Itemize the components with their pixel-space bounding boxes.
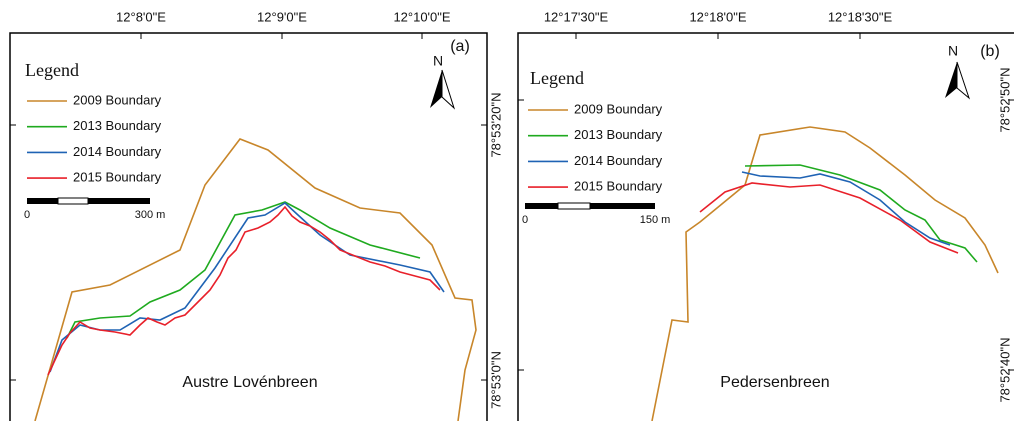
scale-bar <box>27 198 58 204</box>
panel-label: (a) <box>450 38 470 55</box>
scale-label: 0 <box>522 214 528 226</box>
glacier-name: Pedersenbreen <box>720 374 829 391</box>
legend-label: 2015 Boundary <box>73 170 162 185</box>
legend-label: 2015 Boundary <box>574 179 663 194</box>
glacier-name: Austre Lovénbreen <box>182 374 317 391</box>
boundary-line <box>741 171 951 246</box>
map-frame <box>9 32 488 421</box>
scale-bar <box>525 203 558 209</box>
scale-bar <box>57 197 89 205</box>
boundary-line <box>49 202 445 373</box>
north-arrow <box>945 62 957 98</box>
north-arrow <box>956 61 971 100</box>
x-tick-label: 12°10'0"E <box>393 9 450 24</box>
legend-label: 2014 Boundary <box>73 144 162 159</box>
x-tick-label: 12°17'30"E <box>544 9 609 24</box>
panel-label: (b) <box>980 43 1000 60</box>
legend-label: 2009 Boundary <box>574 101 663 116</box>
legend-label: 2013 Boundary <box>574 127 663 142</box>
boundary-line <box>699 182 959 254</box>
boundary-line <box>34 138 477 421</box>
y-tick-label: 78°52'40"N <box>997 337 1012 402</box>
y-tick-label: 78°53'0"N <box>488 351 503 409</box>
legend-title: Legend <box>530 68 584 88</box>
north-label: N <box>948 43 958 59</box>
map-frame <box>517 32 1014 421</box>
north-arrow <box>441 69 456 110</box>
scale-bar <box>88 198 150 204</box>
scale-label: 0 <box>24 209 30 221</box>
y-tick-label: 78°52'50"N <box>997 67 1012 132</box>
boundary-line <box>47 205 441 376</box>
north-arrow <box>430 70 442 108</box>
boundary-line <box>744 164 978 263</box>
scale-label: 150 m <box>640 214 671 226</box>
scale-label: 300 m <box>135 209 166 221</box>
y-tick-label: 78°53'20"N <box>488 92 503 157</box>
legend-label: 2009 Boundary <box>73 92 162 107</box>
legend-title: Legend <box>25 60 79 80</box>
x-tick-label: 12°8'0"E <box>116 9 166 24</box>
x-tick-label: 12°18'30"E <box>828 9 893 24</box>
x-tick-label: 12°18'0"E <box>689 9 746 24</box>
legend-label: 2014 Boundary <box>574 153 663 168</box>
boundary-line <box>66 201 421 339</box>
scale-bar <box>557 202 591 210</box>
x-tick-label: 12°9'0"E <box>257 9 307 24</box>
boundary-line <box>651 126 999 421</box>
legend-label: 2013 Boundary <box>73 118 162 133</box>
scale-bar <box>590 203 655 209</box>
north-label: N <box>433 53 443 69</box>
